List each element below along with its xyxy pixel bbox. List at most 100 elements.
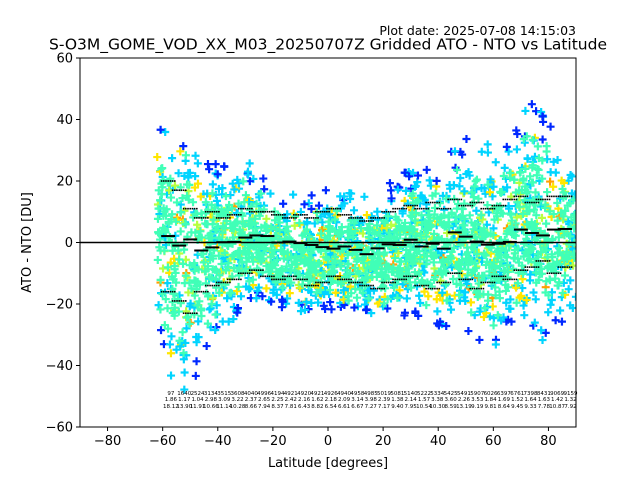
percentile-marker bbox=[271, 278, 273, 281]
percentile-marker bbox=[383, 217, 385, 219]
scatter-marker bbox=[497, 316, 506, 325]
percentile-marker bbox=[376, 217, 379, 219]
percentile-marker bbox=[495, 275, 498, 278]
percentile-marker bbox=[257, 210, 260, 213]
percentile-marker bbox=[189, 207, 192, 210]
percentile-marker bbox=[361, 284, 363, 287]
percentile-marker bbox=[418, 207, 421, 210]
scatter-marker bbox=[302, 225, 311, 234]
percentile-marker bbox=[546, 195, 549, 198]
percentile-marker bbox=[317, 217, 319, 219]
scatter-marker bbox=[349, 206, 358, 215]
scatter-marker bbox=[340, 192, 349, 201]
percentile-marker bbox=[542, 260, 544, 262]
scatter-marker bbox=[313, 215, 322, 224]
scatter-marker bbox=[249, 257, 258, 266]
percentile-marker bbox=[484, 281, 487, 284]
percentile-marker bbox=[561, 266, 564, 268]
scatter-marker bbox=[417, 211, 426, 220]
percentile-marker bbox=[489, 207, 491, 210]
scatter-marker bbox=[156, 305, 165, 314]
percentile-marker bbox=[330, 207, 333, 210]
scatter-marker bbox=[461, 296, 470, 305]
scatter-marker bbox=[175, 255, 184, 264]
scatter-marker bbox=[215, 288, 224, 297]
percentile-marker bbox=[480, 207, 483, 210]
percentile-marker bbox=[374, 287, 377, 290]
percentile-marker bbox=[248, 269, 251, 271]
scatter-marker bbox=[265, 263, 274, 272]
percentile-marker bbox=[469, 287, 471, 290]
percentile-marker bbox=[293, 278, 295, 281]
scatter-marker bbox=[325, 222, 334, 231]
percentile-marker bbox=[297, 278, 300, 281]
percentile-marker bbox=[237, 272, 240, 275]
scatter-marker bbox=[455, 182, 464, 191]
percentile-marker bbox=[493, 207, 496, 210]
percentile-marker bbox=[438, 201, 441, 204]
percentile-marker bbox=[531, 201, 533, 204]
bin-annotation-label: 9.45 bbox=[511, 404, 524, 410]
percentile-marker bbox=[293, 217, 295, 219]
percentile-marker bbox=[207, 284, 209, 287]
scatter-marker bbox=[167, 371, 176, 380]
percentile-marker bbox=[204, 284, 207, 287]
scatter-marker bbox=[491, 264, 500, 273]
scatter-marker bbox=[283, 276, 292, 285]
percentile-marker bbox=[196, 312, 198, 315]
scatter-marker bbox=[480, 250, 488, 259]
percentile-marker bbox=[215, 210, 218, 213]
scatter-marker bbox=[324, 255, 333, 264]
scatter-marker bbox=[178, 328, 187, 337]
scatter-marker bbox=[181, 271, 190, 280]
scatter-marker bbox=[536, 227, 545, 236]
scatter-marker bbox=[307, 191, 316, 200]
bin-annotation-label: 3.14 bbox=[351, 397, 364, 403]
percentile-marker bbox=[445, 281, 447, 284]
scatter-marker bbox=[208, 265, 217, 274]
percentile-marker bbox=[171, 300, 174, 302]
scatter-marker bbox=[320, 233, 329, 242]
scatter-marker bbox=[406, 224, 415, 233]
scatter-marker bbox=[415, 291, 424, 300]
scatter-marker bbox=[362, 211, 371, 220]
bin-annotation-label: 1.38 bbox=[391, 397, 404, 403]
scatter-marker bbox=[180, 279, 189, 288]
scatter-marker bbox=[184, 169, 193, 178]
percentile-marker bbox=[401, 278, 403, 281]
percentile-marker bbox=[207, 210, 209, 213]
percentile-marker bbox=[304, 214, 306, 216]
scatter-marker bbox=[193, 159, 202, 168]
percentile-marker bbox=[445, 207, 447, 210]
percentile-marker bbox=[542, 198, 544, 201]
percentile-marker bbox=[381, 210, 383, 213]
scatter-marker bbox=[203, 160, 212, 169]
scatter-marker bbox=[472, 250, 481, 259]
scatter-marker bbox=[204, 231, 213, 240]
scatter-marker bbox=[400, 308, 409, 317]
scatter-marker bbox=[161, 295, 170, 304]
percentile-marker bbox=[257, 269, 260, 271]
scatter-marker bbox=[519, 252, 528, 261]
percentile-marker bbox=[352, 281, 355, 284]
percentile-marker bbox=[310, 217, 313, 219]
percentile-marker bbox=[546, 272, 549, 275]
percentile-marker bbox=[178, 189, 180, 192]
bin-annotation-label: 7.95 bbox=[405, 404, 418, 410]
scatter-marker bbox=[343, 251, 352, 260]
y-tick-label: 40 bbox=[56, 113, 73, 128]
scatter-marker bbox=[242, 282, 251, 291]
scatter-marker bbox=[415, 268, 424, 277]
percentile-marker bbox=[359, 284, 361, 287]
scatter-marker bbox=[523, 207, 532, 216]
percentile-marker bbox=[418, 284, 421, 287]
bin-annotation-label: 2.26 bbox=[458, 397, 471, 403]
percentile-marker bbox=[436, 201, 438, 204]
percentile-marker bbox=[284, 214, 286, 216]
percentile-marker bbox=[390, 281, 392, 284]
percentile-marker bbox=[348, 278, 350, 281]
scatter-marker bbox=[380, 299, 389, 308]
scatter-marker bbox=[537, 213, 546, 222]
percentile-marker bbox=[500, 275, 502, 278]
scatter-marker bbox=[192, 210, 201, 219]
